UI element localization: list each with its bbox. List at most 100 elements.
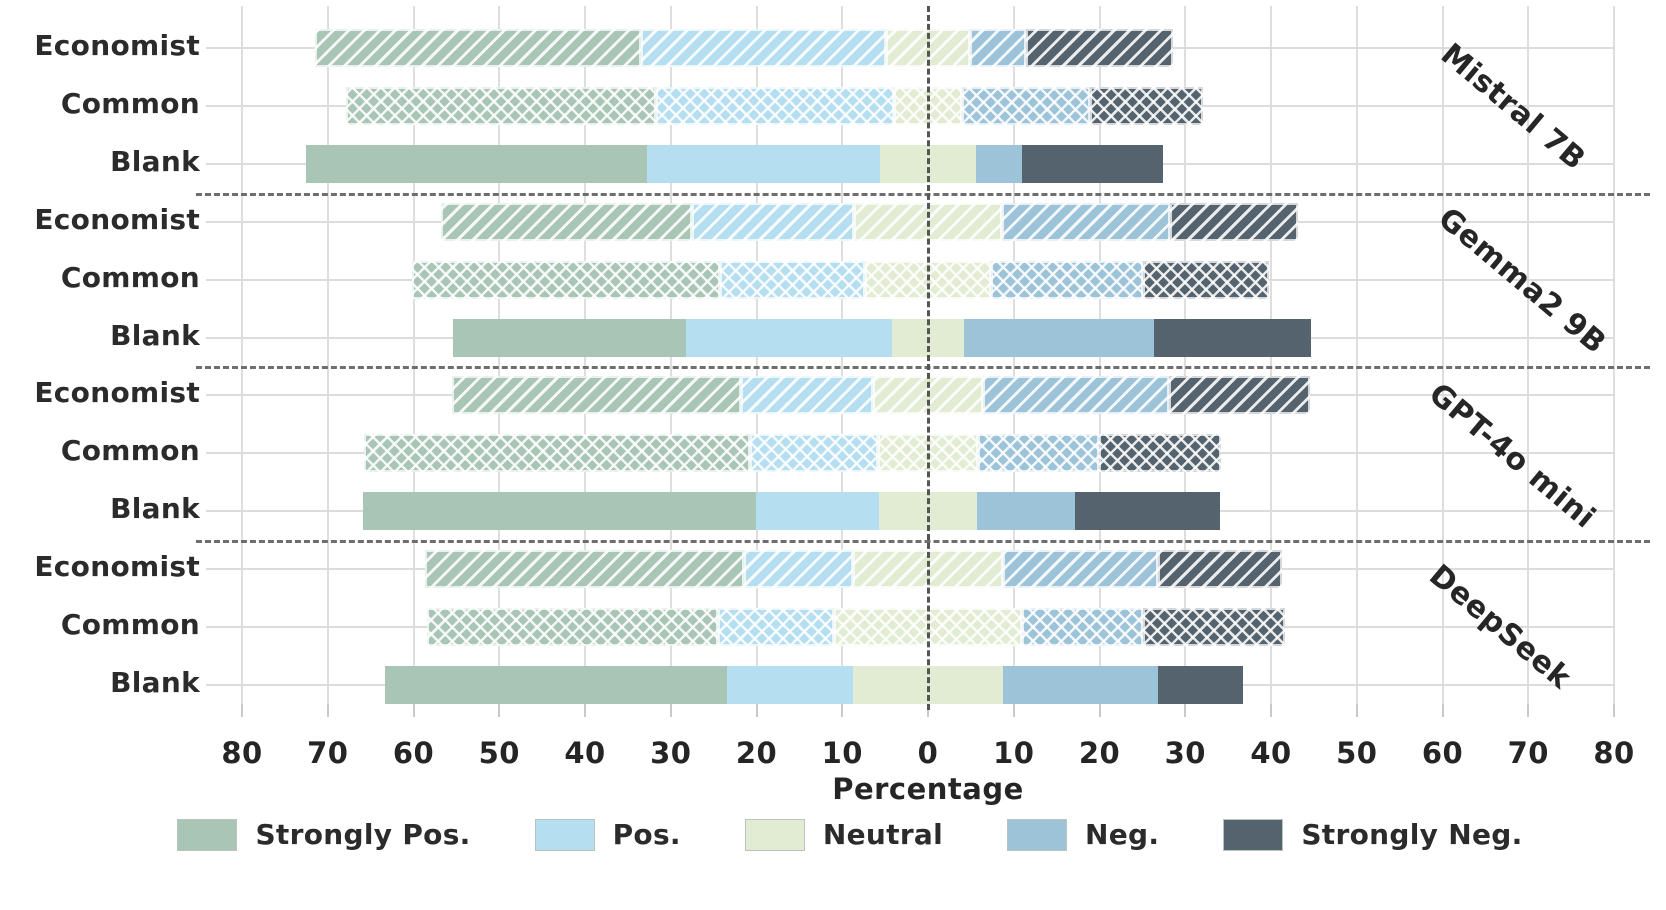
x-axis-tick-label: 40: [564, 736, 606, 770]
bar-segment-neg: [1001, 202, 1170, 241]
legend-swatch-neg: [1007, 818, 1068, 851]
x-axis-tickmark: [1270, 704, 1272, 717]
stacked-bar-deepseek-common: [427, 608, 1285, 646]
row-label-blank: Blank: [110, 144, 200, 178]
x-axis-tick-label: 40: [1250, 736, 1292, 770]
vertical-gridline: [669, 6, 672, 710]
bar-segment-pos: [647, 144, 880, 183]
bar-segment-strongly-pos: [452, 376, 742, 415]
vertical-gridline: [1012, 6, 1015, 710]
legend-swatch-neutral: [744, 818, 805, 851]
group-separator: [196, 540, 1650, 544]
bar-segment-strongly-neg: [1026, 29, 1173, 67]
bar-segment-strongly-pos: [427, 608, 718, 646]
x-axis-tickmark: [1613, 704, 1615, 717]
stacked-bar-gemma2-9b-common: [411, 260, 1270, 299]
vertical-gridline: [1527, 6, 1530, 710]
bar-segment-strongly-neg: [1157, 550, 1283, 589]
legend-label-neg: Neg.: [1085, 818, 1160, 851]
x-axis-tick-label: 10: [993, 736, 1035, 770]
group-separator: [196, 192, 1650, 196]
row-label-economist: Economist: [34, 376, 200, 410]
vertical-gridline: [584, 6, 586, 710]
x-axis-tick-label: 50: [1336, 736, 1378, 770]
x-axis-tick-label: 0: [917, 736, 939, 770]
bar-segment-strongly-pos: [345, 86, 657, 125]
x-axis-tick-label: 70: [307, 736, 349, 770]
bar-segment-neg: [982, 376, 1169, 415]
bar-segment-strongly-neg: [1153, 318, 1311, 357]
x-axis-tickmark: [1184, 704, 1187, 717]
legend-item-pos: Pos.: [534, 818, 681, 851]
legend-item-strongly-neg: Strongly Neg.: [1223, 818, 1522, 851]
row-label-common: Common: [60, 608, 200, 641]
bar-segment-neg: [991, 260, 1144, 299]
row-label-common: Common: [60, 86, 200, 120]
bar-segment-neg: [976, 492, 1075, 531]
vertical-gridline: [498, 6, 501, 710]
row-label-blank: Blank: [110, 318, 200, 352]
x-axis-tick-label: 80: [1593, 736, 1635, 770]
bar-segment-strongly-pos: [453, 318, 686, 357]
bar-segment-pos: [692, 202, 855, 241]
row-label-economist: Economist: [34, 202, 200, 236]
x-axis-tickmark: [841, 704, 844, 717]
vertical-gridline: [412, 6, 415, 710]
vertical-gridline: [326, 6, 329, 710]
bar-segment-strongly-neg: [1143, 608, 1285, 646]
group-separator: [196, 366, 1650, 370]
bar-segment-neg: [1002, 665, 1158, 704]
bar-segment-strongly-pos: [362, 492, 756, 531]
bar-segment-pos: [741, 376, 874, 415]
vertical-gridline: [1098, 6, 1101, 710]
bar-segment-pos: [755, 492, 880, 531]
bar-segment-strongly-neg: [1168, 376, 1310, 415]
x-axis-tickmark: [326, 704, 329, 717]
x-axis-tick-label: 60: [1421, 736, 1464, 770]
legend-label-strongly-pos: Strongly Pos.: [255, 818, 471, 851]
bar-segment-neg: [977, 434, 1099, 473]
legend-swatch-strongly-neg: [1223, 818, 1284, 851]
bar-segment-neg: [1022, 608, 1144, 646]
legend-label-pos: Pos.: [612, 818, 681, 851]
legend-item-strongly-pos: Strongly Pos.: [177, 818, 470, 851]
bar-segment-strongly-neg: [1157, 665, 1243, 704]
bar-segment-strongly-pos: [440, 202, 693, 241]
bar-segment-neg: [1002, 550, 1158, 589]
x-axis-tickmark: [241, 704, 243, 717]
x-axis-tick-label: 30: [650, 736, 692, 770]
vertical-gridline: [1613, 6, 1615, 710]
x-axis-tick-label: 30: [1164, 736, 1206, 770]
x-axis-tick-label: 60: [392, 736, 435, 770]
row-label-blank: Blank: [110, 665, 200, 699]
stacked-bar-gpt-4o-mini-economist: [452, 376, 1310, 415]
x-axis-tickmark: [1355, 704, 1358, 717]
bar-segment-neg: [962, 86, 1091, 125]
bar-segment-pos: [750, 434, 879, 473]
model-label-mistral-7b: Mistral 7B: [1434, 36, 1592, 178]
x-axis-title: Percentage: [832, 772, 1024, 806]
stacked-bar-gemma2-9b-economist: [440, 202, 1299, 241]
bar-segment-pos: [719, 260, 865, 299]
zero-reference-line: [927, 6, 930, 710]
legend-label-strongly-neg: Strongly Neg.: [1301, 818, 1523, 851]
stacked-bar-gpt-4o-mini-blank: [362, 492, 1221, 531]
legend-swatch-pos: [534, 818, 595, 851]
bar-segment-neg: [963, 318, 1154, 357]
bar-segment-strongly-pos: [315, 29, 642, 67]
x-axis-tickmark: [412, 704, 415, 717]
bar-segment-strongly-pos: [385, 665, 728, 704]
x-axis-tickmark: [927, 704, 929, 717]
vertical-gridline: [1441, 6, 1444, 710]
vertical-gridline: [241, 6, 243, 710]
row-label-common: Common: [60, 434, 200, 468]
x-axis-tick-label: 20: [735, 736, 778, 770]
x-axis-tickmark: [584, 704, 586, 717]
x-axis-tickmark: [1098, 704, 1101, 717]
x-axis-tickmark: [669, 704, 672, 717]
legend: Strongly Pos. Pos. Neutral Neg. Strongly Neg…: [150, 818, 1550, 851]
row-label-economist: Economist: [34, 550, 200, 584]
vertical-gridline: [755, 6, 758, 710]
bar-segment-strongly-neg: [1090, 86, 1204, 125]
bar-segment-pos: [685, 318, 893, 357]
